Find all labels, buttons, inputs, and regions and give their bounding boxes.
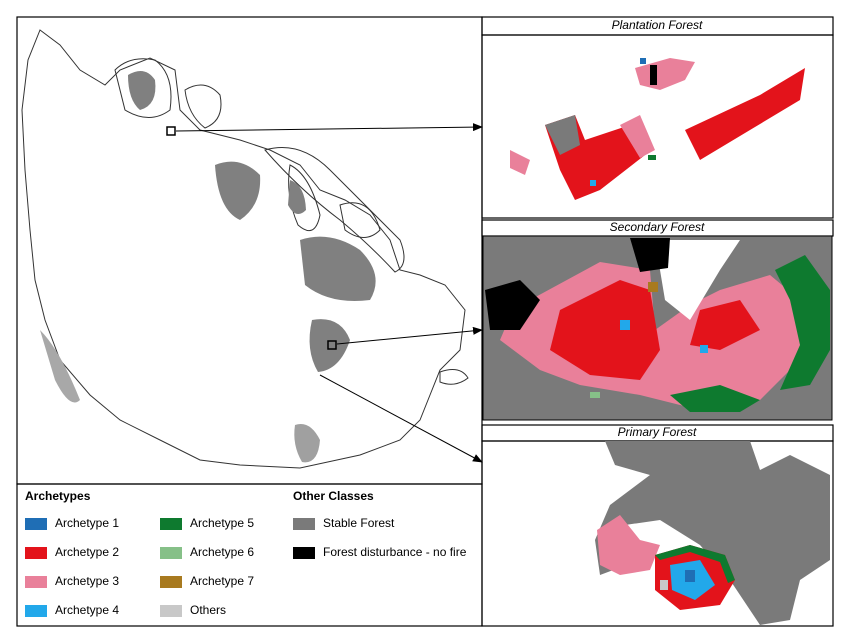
inset-primary: Primary Forest bbox=[481, 424, 834, 627]
inset-secondary: Secondary Forest bbox=[481, 219, 834, 421]
legend-swatch bbox=[25, 605, 47, 617]
legend-swatch bbox=[160, 605, 182, 617]
legend-swatch bbox=[160, 547, 182, 559]
legend-label: Archetype 3 bbox=[55, 574, 119, 588]
legend-label: Stable Forest bbox=[323, 516, 395, 530]
legend-label: Archetype 7 bbox=[190, 574, 254, 588]
legend-swatch bbox=[25, 547, 47, 559]
legend-swatch bbox=[25, 576, 47, 588]
legend-label: Archetype 4 bbox=[55, 603, 119, 617]
legend-label: Archetype 5 bbox=[190, 516, 254, 530]
legend-label: Archetype 2 bbox=[55, 545, 119, 559]
panel-title: Plantation Forest bbox=[612, 18, 703, 32]
legend-title: Other Classes bbox=[293, 489, 374, 503]
panel-title: Primary Forest bbox=[618, 425, 697, 439]
legend-label: Others bbox=[190, 603, 226, 617]
legend-swatch bbox=[293, 518, 315, 530]
legend-swatch bbox=[160, 576, 182, 588]
legend-label: Forest disturbance - no fire bbox=[323, 545, 467, 559]
overview-map bbox=[16, 16, 483, 485]
inset-plantation: Plantation Forest bbox=[481, 16, 834, 219]
legend-label: Archetype 1 bbox=[55, 516, 119, 530]
legend: Archetypes Other Classes Archetype 1 Arch… bbox=[25, 489, 467, 617]
legend-title: Archetypes bbox=[25, 489, 91, 503]
panel-title: Secondary Forest bbox=[610, 220, 705, 234]
legend-swatch bbox=[25, 518, 47, 530]
legend-swatch bbox=[293, 547, 315, 559]
legend-swatch bbox=[160, 518, 182, 530]
legend-label: Archetype 6 bbox=[190, 545, 254, 559]
